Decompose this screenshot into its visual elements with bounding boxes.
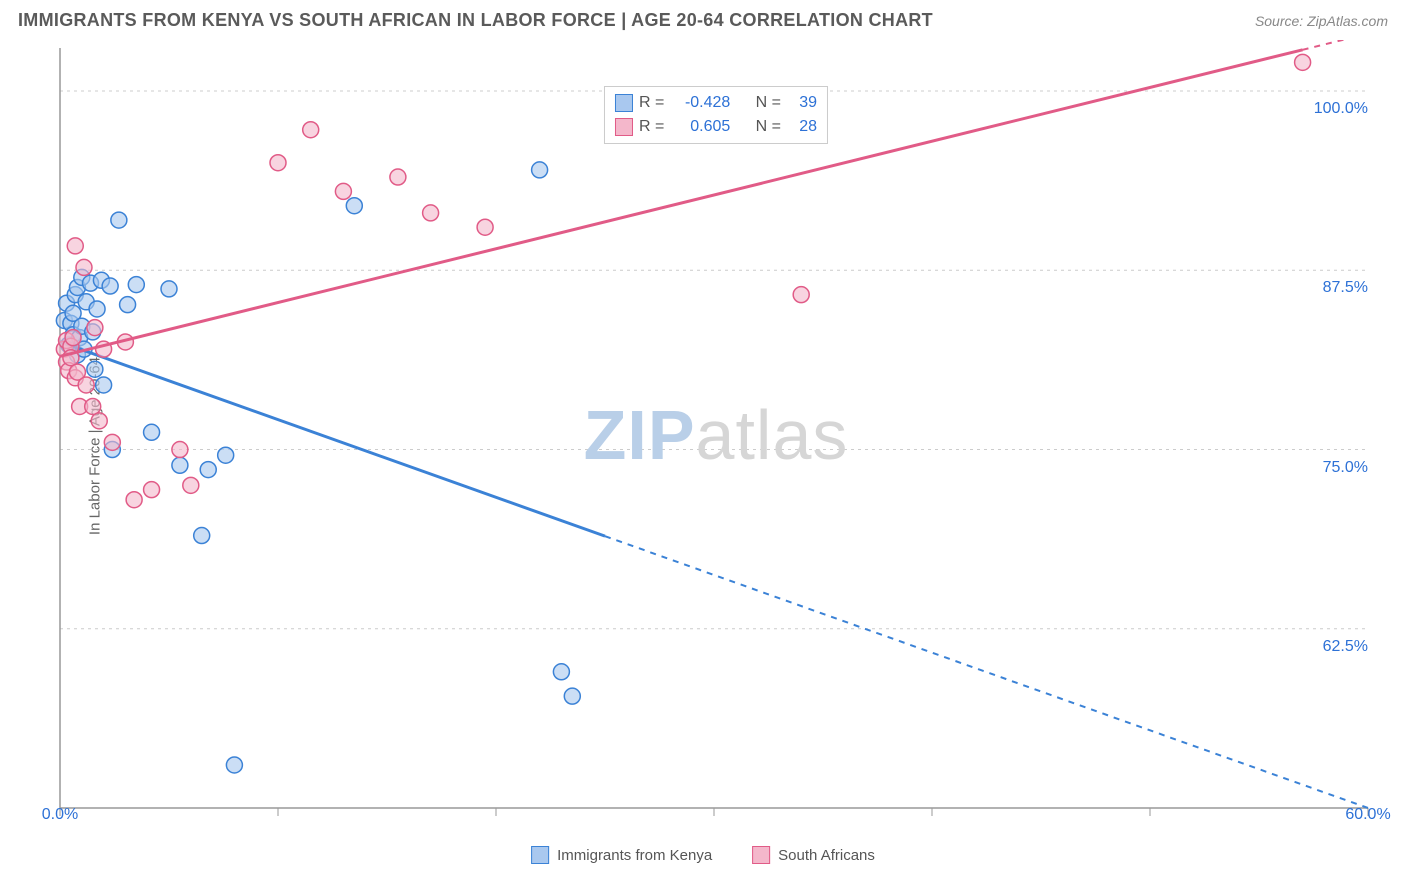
y-tick-label: 100.0% — [1314, 100, 1368, 118]
chart-header: IMMIGRANTS FROM KENYA VS SOUTH AFRICAN I… — [18, 10, 1388, 31]
data-point — [218, 447, 234, 463]
x-tick-label: 60.0% — [1345, 806, 1390, 824]
legend-label: South Africans — [778, 847, 875, 864]
data-point — [76, 259, 92, 275]
data-point — [390, 169, 406, 185]
data-point — [87, 361, 103, 377]
r-label: R = — [639, 91, 664, 115]
data-point — [477, 219, 493, 235]
data-point — [303, 122, 319, 138]
data-point — [270, 155, 286, 171]
chart-title: IMMIGRANTS FROM KENYA VS SOUTH AFRICAN I… — [18, 10, 933, 31]
trend-line — [60, 342, 605, 536]
data-point — [194, 528, 210, 544]
data-point — [183, 477, 199, 493]
data-point — [172, 442, 188, 458]
n-label: N = — [756, 115, 781, 139]
data-point — [226, 757, 242, 773]
n-value: 39 — [787, 91, 817, 115]
data-point — [144, 482, 160, 498]
data-point — [67, 238, 83, 254]
n-value: 28 — [787, 115, 817, 139]
data-point — [104, 434, 120, 450]
y-tick-label: 87.5% — [1323, 279, 1368, 297]
data-point — [1295, 54, 1311, 70]
data-point — [111, 212, 127, 228]
data-point — [89, 301, 105, 317]
legend-swatch — [615, 118, 633, 136]
r-value: 0.605 — [670, 115, 730, 139]
series-legend: Immigrants from Kenya South Africans — [531, 846, 875, 864]
data-point — [532, 162, 548, 178]
data-point — [102, 278, 118, 294]
correlation-legend-row: R = 0.605 N = 28 — [615, 115, 817, 139]
data-point — [423, 205, 439, 221]
data-point — [161, 281, 177, 297]
data-point — [335, 183, 351, 199]
data-point — [128, 277, 144, 293]
data-point — [65, 330, 81, 346]
n-label: N = — [756, 91, 781, 115]
data-point — [85, 398, 101, 414]
chart-svg — [46, 40, 1386, 830]
y-tick-label: 75.0% — [1323, 459, 1368, 477]
data-point — [200, 462, 216, 478]
legend-swatch — [615, 94, 633, 112]
data-point — [172, 457, 188, 473]
correlation-legend: R = -0.428 N = 39 R = 0.605 N = 28 — [604, 86, 828, 144]
data-point — [144, 424, 160, 440]
r-label: R = — [639, 115, 664, 139]
data-point — [553, 664, 569, 680]
legend-swatch — [752, 846, 770, 864]
legend-swatch — [531, 846, 549, 864]
data-point — [96, 377, 112, 393]
data-point — [78, 377, 94, 393]
legend-item: South Africans — [752, 846, 875, 864]
x-tick-label: 0.0% — [42, 806, 78, 824]
source-label: Source: ZipAtlas.com — [1255, 13, 1388, 29]
data-point — [126, 492, 142, 508]
data-point — [564, 688, 580, 704]
data-point — [346, 198, 362, 214]
data-point — [793, 287, 809, 303]
legend-label: Immigrants from Kenya — [557, 847, 712, 864]
trend-line-extrapolated — [605, 536, 1368, 808]
scatter-plot: ZIPatlas R = -0.428 N = 39 R = 0.605 N =… — [46, 40, 1386, 830]
data-point — [120, 297, 136, 313]
data-point — [91, 413, 107, 429]
trend-line-extrapolated — [1303, 40, 1368, 50]
correlation-legend-row: R = -0.428 N = 39 — [615, 91, 817, 115]
y-tick-label: 62.5% — [1323, 638, 1368, 656]
data-point — [87, 320, 103, 336]
legend-item: Immigrants from Kenya — [531, 846, 712, 864]
r-value: -0.428 — [670, 91, 730, 115]
